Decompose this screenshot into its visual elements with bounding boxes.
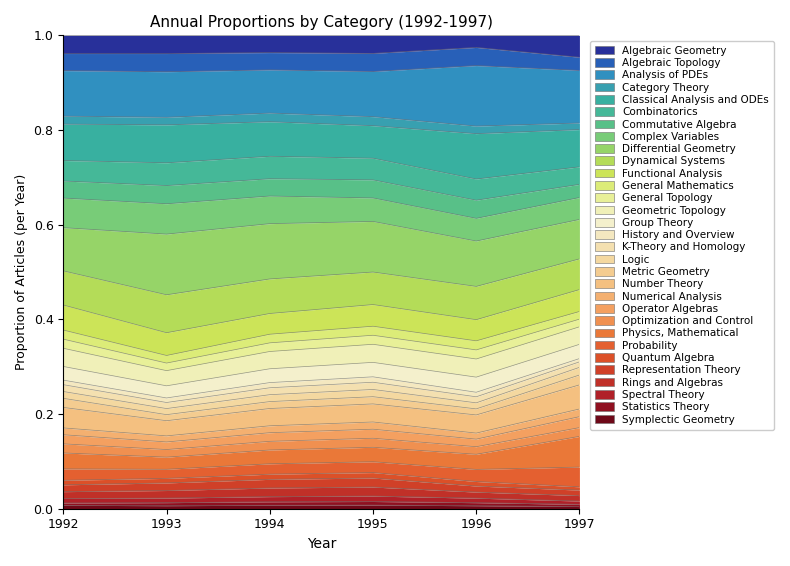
Y-axis label: Proportion of Articles (per Year): Proportion of Articles (per Year) xyxy=(15,174,28,370)
Title: Annual Proportions by Category (1992-1997): Annual Proportions by Category (1992-199… xyxy=(150,15,493,30)
Legend: Algebraic Geometry, Algebraic Topology, Analysis of PDEs, Category Theory, Class: Algebraic Geometry, Algebraic Topology, … xyxy=(590,41,774,430)
X-axis label: Year: Year xyxy=(307,537,336,551)
